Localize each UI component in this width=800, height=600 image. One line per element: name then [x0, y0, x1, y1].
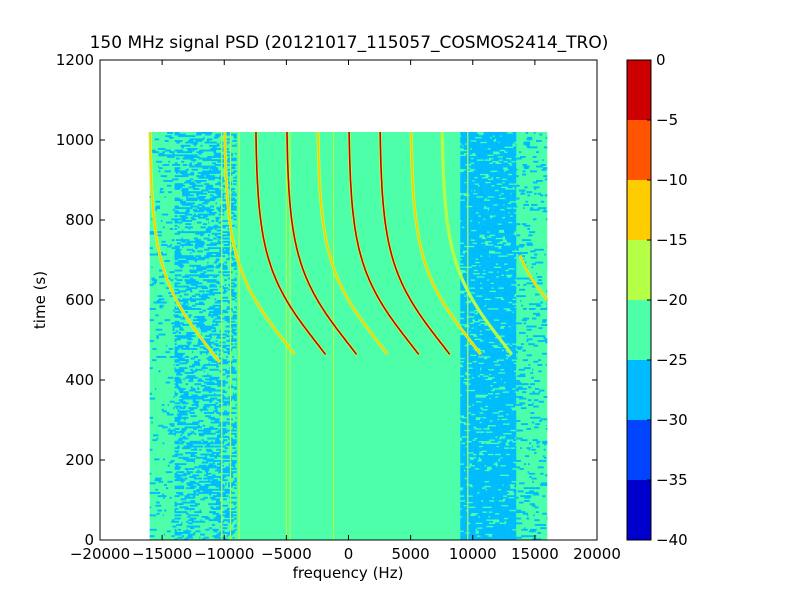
colorbar-segment	[627, 300, 651, 360]
colorbar-segment	[627, 120, 651, 180]
x-tick-label: 20000	[573, 545, 621, 563]
colorbar-tick-label: −10	[656, 171, 688, 189]
colorbar-tick-label: 0	[656, 51, 666, 69]
x-tick-label: −10000	[194, 545, 254, 563]
colorbar-tick-label: −40	[656, 531, 688, 549]
plot-area: −20000 −15000 −10000 −5000 0 5000 10000 15000 20…	[56, 51, 621, 563]
colorbar-tick-label: −15	[656, 231, 688, 249]
y-tick-label: 1000	[56, 131, 94, 149]
doppler-trace	[379, 132, 451, 355]
x-tick-label: −15000	[132, 545, 192, 563]
chart-title: 150 MHz signal PSD (20121017_115057_COSM…	[90, 33, 609, 53]
y-axis-label: time (s)	[31, 271, 49, 329]
y-axis-ticks: 0 200 400 600 800 1000 1200	[56, 51, 597, 549]
colorbar-tick-label: −35	[656, 471, 688, 489]
noise-band	[460, 132, 517, 541]
y-tick-label: 600	[65, 291, 94, 309]
y-tick-label: 0	[84, 531, 94, 549]
colorbar-tick-label: −25	[656, 351, 688, 369]
colorbar-segment	[627, 240, 651, 300]
y-tick-label: 1200	[56, 51, 94, 69]
x-axis-ticks: −20000 −15000 −10000 −5000 0 5000 10000 15000 20…	[70, 60, 621, 563]
colorbar-segment	[627, 480, 651, 540]
y-tick-label: 400	[65, 371, 94, 389]
x-axis-label: frequency (Hz)	[293, 564, 404, 582]
colorbar-segment	[627, 60, 651, 120]
y-tick-label: 200	[65, 451, 94, 469]
doppler-trace	[317, 132, 389, 355]
doppler-trace	[441, 132, 513, 355]
noise-band	[516, 132, 548, 541]
doppler-trace	[149, 132, 221, 363]
x-tick-label: −5000	[261, 545, 312, 563]
colorbar-segment	[627, 180, 651, 240]
colorbar: −40 −35 −30 −25 −20 −15 −10 −5 0	[626, 51, 688, 549]
colorbar-tick-label: −20	[656, 291, 688, 309]
spectrogram-heatmap	[149, 132, 548, 541]
signal-traces	[148, 131, 549, 364]
colorbar-tick-label: −5	[656, 111, 678, 129]
doppler-trace	[410, 131, 482, 355]
x-tick-label: 0	[344, 545, 354, 563]
noise-band	[149, 132, 175, 538]
x-tick-label: −20000	[70, 545, 130, 563]
colorbar-segment	[627, 420, 651, 480]
colorbar-segment	[627, 360, 651, 420]
doppler-trace	[224, 132, 296, 355]
noise-band	[174, 132, 237, 541]
doppler-trace	[255, 131, 327, 355]
y-tick-label: 800	[65, 211, 94, 229]
doppler-trace	[286, 132, 358, 355]
x-tick-label: 5000	[392, 545, 430, 563]
doppler-trace	[348, 132, 420, 355]
colorbar-tick-label: −30	[656, 411, 688, 429]
x-tick-label: 15000	[511, 545, 559, 563]
x-tick-label: 10000	[449, 545, 497, 563]
doppler-trace	[519, 254, 548, 301]
